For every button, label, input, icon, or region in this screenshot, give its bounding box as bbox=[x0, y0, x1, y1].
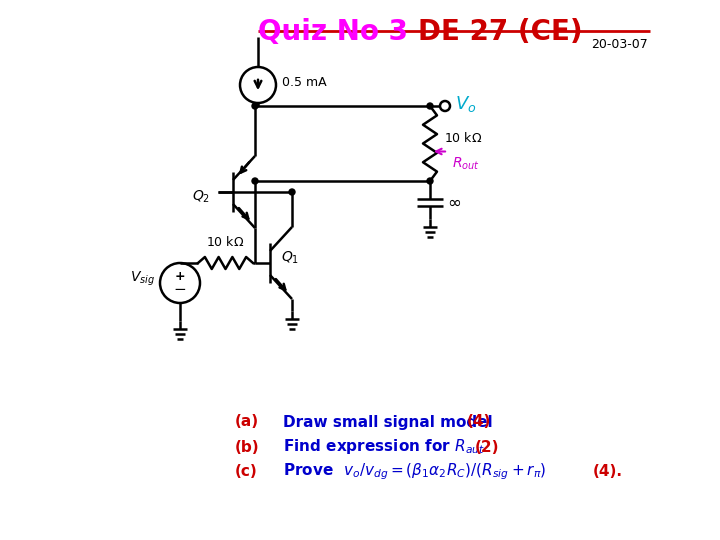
Text: 0.5 mA: 0.5 mA bbox=[282, 76, 327, 89]
Circle shape bbox=[427, 103, 433, 109]
Text: $Q_2$: $Q_2$ bbox=[192, 189, 210, 205]
Text: 10 k$\Omega$: 10 k$\Omega$ bbox=[207, 235, 245, 249]
Text: DE 27 (CE): DE 27 (CE) bbox=[418, 18, 582, 46]
Circle shape bbox=[289, 189, 295, 195]
Circle shape bbox=[252, 103, 258, 109]
Text: 10 k$\Omega$: 10 k$\Omega$ bbox=[444, 132, 482, 145]
Text: $V_o$: $V_o$ bbox=[455, 94, 477, 114]
Text: $\infty$: $\infty$ bbox=[447, 193, 461, 211]
Text: 20-03-07: 20-03-07 bbox=[591, 38, 648, 51]
Text: (a): (a) bbox=[235, 415, 259, 429]
Text: Prove  $v_o/v_{dg} = (\beta_1\alpha_2R_C)/(R_{sig}+r_\pi)$: Prove $v_o/v_{dg} = (\beta_1\alpha_2R_C)… bbox=[283, 462, 548, 482]
Text: (c): (c) bbox=[235, 464, 258, 480]
Text: (4): (4) bbox=[467, 415, 491, 429]
Text: (b): (b) bbox=[235, 440, 260, 455]
Text: +: + bbox=[175, 269, 185, 282]
Text: −: − bbox=[174, 282, 186, 298]
Text: (4).: (4). bbox=[593, 464, 623, 480]
Text: Draw small signal model: Draw small signal model bbox=[283, 415, 498, 429]
Text: $R_{out}$: $R_{out}$ bbox=[452, 156, 480, 172]
Circle shape bbox=[252, 178, 258, 184]
Text: $Q_1$: $Q_1$ bbox=[281, 250, 300, 266]
Text: $V_{sig}$: $V_{sig}$ bbox=[130, 270, 155, 288]
Text: (2): (2) bbox=[475, 440, 500, 455]
Circle shape bbox=[427, 178, 433, 184]
Text: Quiz No 3: Quiz No 3 bbox=[258, 18, 418, 46]
Text: Find expression for $R_{aut}$: Find expression for $R_{aut}$ bbox=[283, 437, 485, 456]
